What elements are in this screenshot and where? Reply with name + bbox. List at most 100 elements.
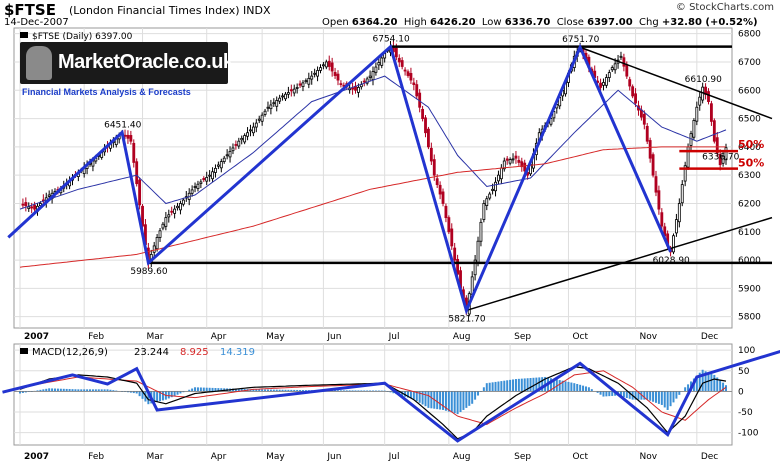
logo-box: MarketOracle.co.uk [20, 42, 234, 84]
macd-histogram-bar [202, 387, 205, 392]
price-month-label: Oct [572, 332, 588, 342]
candle-body [427, 128, 430, 148]
macd-histogram-bar [342, 390, 345, 392]
candle-body [412, 82, 416, 86]
candle-body [289, 89, 293, 92]
candle-body [429, 147, 433, 162]
close-label: Close [556, 17, 584, 28]
macd-histogram-bar [453, 391, 456, 414]
candle-body [642, 113, 646, 125]
candle-body [225, 154, 229, 157]
macd-histogram-bar [188, 389, 191, 392]
macd-histogram-bar [275, 389, 278, 392]
candle-body [409, 73, 413, 81]
macd-histogram-bar [36, 390, 39, 392]
macd-histogram-bar [590, 389, 593, 392]
macd-histogram-bar [436, 391, 439, 410]
macd-histogram-bar [103, 389, 106, 392]
macd-month-label: Nov [640, 452, 658, 462]
macd-histogram-bar [444, 391, 447, 411]
macd-histogram-bar [94, 389, 97, 392]
candle-body [502, 160, 506, 170]
candle-body [240, 137, 244, 141]
macd-histogram-bar [366, 390, 369, 392]
macd-histogram-bar [532, 377, 535, 392]
macd-histogram-bar [208, 387, 211, 392]
candle-body [316, 70, 319, 77]
candle-body [129, 135, 133, 142]
macd-histogram-bar [48, 388, 51, 392]
upper-trend-line [579, 46, 773, 120]
macd-histogram-bar [372, 390, 374, 392]
macd-histogram-bar [234, 388, 237, 392]
macd-histogram-bar [649, 391, 652, 401]
macd-histogram-bar [65, 388, 68, 392]
macd-histogram-bar [646, 391, 649, 400]
candle-body [219, 161, 223, 169]
macd-histogram-bar [421, 391, 424, 405]
macd-histogram-bar [80, 389, 83, 392]
candle-body [231, 147, 235, 152]
price-tick-label: 5800 [738, 313, 761, 323]
macd-month-label: Feb [88, 452, 104, 462]
candle-body [254, 122, 258, 128]
macd-histogram-bar [290, 389, 293, 392]
candle-body [648, 140, 652, 159]
macd-histogram-bar [377, 390, 380, 392]
candle-body [243, 135, 247, 143]
candle-body [155, 237, 159, 250]
macd-histogram-bar [465, 391, 468, 408]
candle-body [604, 77, 608, 86]
candle-body [674, 219, 678, 234]
macd-histogram-bar [666, 391, 669, 410]
candle-body [549, 118, 553, 125]
candle-body [304, 80, 308, 83]
macd-tick-label: 100 [738, 346, 755, 356]
macd-histogram-bar [374, 390, 377, 392]
logo-tagline: Financial Markets Analysis & Forecasts [22, 87, 191, 97]
candle-body [199, 181, 203, 184]
price-swing-lines [7, 43, 672, 315]
macd-histogram-bar [719, 380, 722, 392]
macd-histogram-bar [459, 391, 462, 413]
candle-body [356, 87, 360, 93]
candle-body [295, 87, 299, 89]
candle-body [651, 154, 655, 176]
macd-histogram-bar [264, 389, 267, 392]
macd-histogram-bar [412, 391, 415, 400]
candle-body [275, 100, 279, 107]
macd-histogram-bar [77, 389, 80, 392]
candle-body [476, 240, 480, 264]
macd-histogram-bar [652, 391, 655, 402]
candle-body [321, 64, 325, 67]
macd-histogram-bar [45, 388, 48, 392]
macd-histogram-bar [529, 378, 532, 392]
candle-body [298, 83, 302, 86]
macd-histogram-bar [167, 391, 170, 399]
price-tick-label: 6200 [738, 199, 761, 209]
stockcharts-credit[interactable]: © StockCharts.com [675, 2, 774, 13]
macd-month-label: Aug [453, 452, 471, 462]
candle-body [482, 203, 486, 220]
macd-month-label: Sep [514, 452, 531, 462]
macd-histogram-bar [179, 391, 182, 394]
macd-histogram-bar [214, 388, 217, 392]
candle-body [599, 82, 602, 88]
macd-histogram-bar [357, 390, 360, 392]
macd-histogram-bar [427, 391, 430, 408]
macd-histogram-bar [56, 388, 59, 392]
macd-histogram-bar [293, 389, 296, 392]
macd-histogram-bar [182, 391, 185, 393]
candle-body [158, 230, 162, 238]
candle-body [657, 190, 661, 210]
macd-histogram-bar [497, 381, 500, 392]
macd-histogram-bar [663, 391, 666, 408]
low-label: Low [481, 17, 502, 28]
candle-body [523, 162, 527, 172]
candle-body [152, 245, 156, 253]
macd-month-label: Dec [701, 452, 718, 462]
macd-histogram-bar [549, 378, 552, 392]
macd-histogram-bar [336, 390, 339, 392]
candle-body [456, 258, 460, 275]
